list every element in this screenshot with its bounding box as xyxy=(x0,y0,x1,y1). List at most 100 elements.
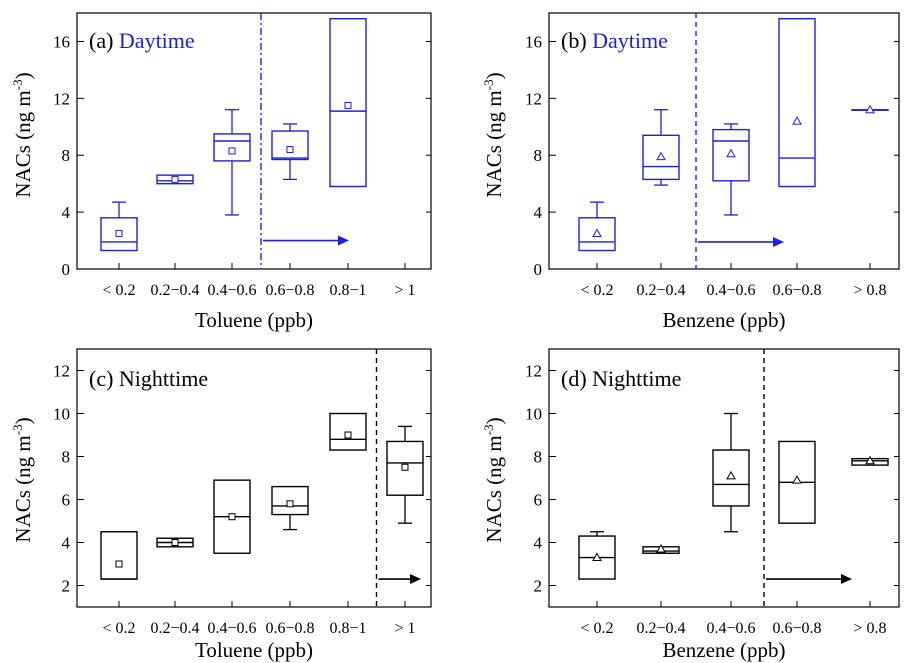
mean-marker xyxy=(228,513,236,521)
boxes xyxy=(578,17,889,252)
box-plot xyxy=(712,412,750,533)
y-tick-label: 2 xyxy=(534,577,543,596)
box-plot xyxy=(712,123,750,216)
y-tick-label: 0 xyxy=(534,260,543,279)
x-tick-label: < 0.2 xyxy=(102,620,135,637)
x-tick-label: 0.2−0.4 xyxy=(636,282,685,299)
mean-marker xyxy=(344,101,352,109)
x-tick-label: > 0.8 xyxy=(853,620,886,637)
x-tick-label: 0.8−1 xyxy=(329,620,366,637)
panel-b: NACs (ng m-3) (b) Daytime 0 4 8 12 16 < 0.2 0… xyxy=(481,12,900,332)
plot-frame xyxy=(76,348,432,608)
mean-marker xyxy=(592,552,602,562)
box-plot xyxy=(100,531,138,580)
mean-marker xyxy=(344,431,352,439)
x-tick-label: 0.6−0.8 xyxy=(265,620,314,637)
mean-marker xyxy=(228,147,236,155)
x-tick-label: > 1 xyxy=(394,620,415,637)
y-tick-label: 12 xyxy=(53,362,70,381)
y-axis-label: NACs (ng m-3) xyxy=(481,417,506,542)
box-plot xyxy=(156,537,194,548)
box xyxy=(271,485,309,516)
box xyxy=(642,134,680,181)
mean-marker xyxy=(726,148,736,158)
mean-marker xyxy=(286,146,294,154)
x-tick-label: > 0.8 xyxy=(853,282,886,299)
y-tick-label: 4 xyxy=(62,534,71,553)
panel-label: (b) Daytime xyxy=(561,28,668,53)
y-tick-label: 6 xyxy=(534,491,543,510)
x-axis-label: Benzene (ppb) xyxy=(662,638,785,662)
x-tick-label: 0.2−0.4 xyxy=(636,620,685,637)
y-ticks: 2 4 6 8 10 12 xyxy=(53,362,431,596)
y-tick-label: 10 xyxy=(525,405,542,424)
mean-marker xyxy=(656,151,666,161)
plot-frame xyxy=(548,348,900,608)
boxes xyxy=(100,412,424,580)
box-plot xyxy=(578,201,616,252)
y-tick-label: 10 xyxy=(53,405,70,424)
panel-d: NACs (ng m-3) (d) Nighttime 2 4 6 8 10 12 < 0… xyxy=(481,348,900,662)
y-ticks: 0 4 8 12 16 xyxy=(53,32,431,279)
box xyxy=(578,217,616,252)
y-tick-label: 12 xyxy=(53,89,70,108)
arrow-head xyxy=(410,574,421,585)
box-plot xyxy=(778,17,816,188)
y-tick-label: 12 xyxy=(525,89,542,108)
y-tick-label: 2 xyxy=(62,577,71,596)
box xyxy=(100,217,138,252)
mean-marker xyxy=(171,175,179,183)
plot-frame xyxy=(76,12,432,270)
x-axis-label: Benzene (ppb) xyxy=(662,308,785,332)
x-ticks: < 0.2 0.2−0.4 0.4−0.6 0.6−0.8 0.8−1 > 1 xyxy=(102,601,416,637)
box xyxy=(156,174,194,185)
x-tick-label: 0.2−0.4 xyxy=(150,282,199,299)
x-tick-label: 0.6−0.8 xyxy=(265,282,314,299)
mean-marker xyxy=(171,539,179,546)
panel-label: (d) Nighttime xyxy=(561,366,681,391)
mean-marker xyxy=(656,543,666,553)
arrow xyxy=(378,574,421,585)
y-ticks: 0 4 8 12 16 xyxy=(525,32,899,279)
box-plot xyxy=(778,440,816,524)
mean-marker xyxy=(286,500,294,508)
x-tick-label: 0.6−0.8 xyxy=(772,282,821,299)
box-plot xyxy=(578,531,616,580)
box xyxy=(271,130,309,161)
x-tick-label: < 0.2 xyxy=(580,282,613,299)
panel-label: (c) Nighttime xyxy=(89,366,208,391)
panel-title: Daytime xyxy=(592,28,668,53)
mean-marker xyxy=(792,116,802,125)
box-plot xyxy=(213,479,251,554)
box-plot xyxy=(213,109,251,216)
arrow-head xyxy=(338,235,349,246)
mean-marker xyxy=(792,475,802,484)
y-tick-label: 4 xyxy=(62,203,71,222)
x-tick-label: 0.6−0.8 xyxy=(772,620,821,637)
box-plot xyxy=(851,104,889,114)
y-axis-label: NACs (ng m-3) xyxy=(481,72,506,197)
box xyxy=(100,531,138,580)
x-tick-label: 0.2−0.4 xyxy=(150,620,199,637)
plot-frame xyxy=(548,12,900,270)
panel-c: NACs (ng m-3) (c) Nighttime 2 4 6 8 10 12 < 0… xyxy=(10,348,432,662)
y-tick-label: 8 xyxy=(62,448,71,467)
arrow xyxy=(263,235,349,246)
panel-title: Daytime xyxy=(119,28,195,53)
mean-marker xyxy=(865,455,875,465)
y-tick-label: 4 xyxy=(534,203,543,222)
y-tick-label: 4 xyxy=(534,534,543,553)
mean-marker xyxy=(115,229,123,237)
box-plot xyxy=(329,412,367,451)
box-plot xyxy=(271,485,309,531)
mean-marker xyxy=(401,463,409,471)
arrow-head xyxy=(841,574,852,585)
box-plot xyxy=(642,543,680,554)
box-plot xyxy=(851,455,889,466)
box xyxy=(329,17,367,188)
arrow xyxy=(698,236,784,247)
x-tick-label: > 1 xyxy=(394,282,415,299)
y-tick-label: 16 xyxy=(525,32,542,51)
panel-title: Nighttime xyxy=(592,366,681,391)
